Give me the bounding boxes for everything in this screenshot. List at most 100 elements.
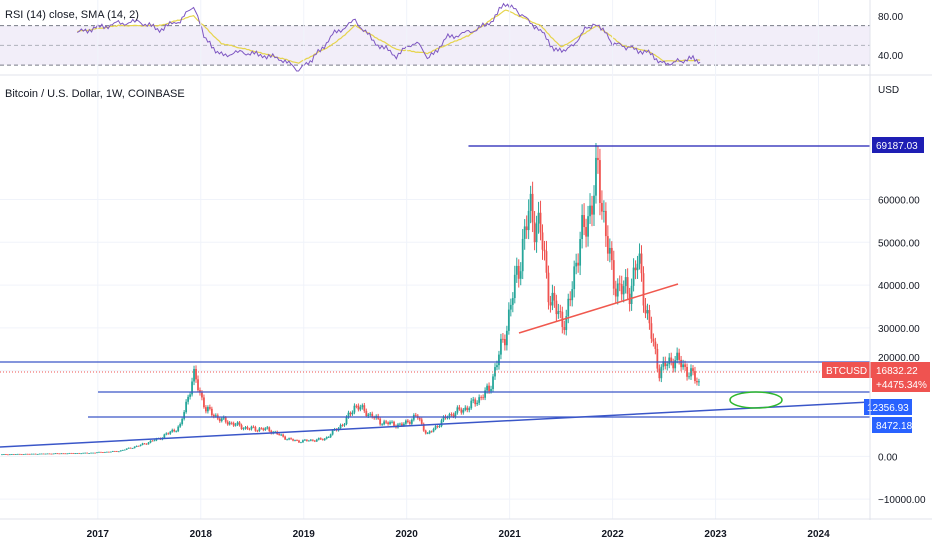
candle-body	[292, 439, 294, 441]
candle-body	[315, 439, 318, 442]
candle-body	[254, 427, 257, 431]
neckline-red[interactable]	[518, 283, 679, 334]
candle-body	[80, 453, 83, 455]
candle-body	[507, 309, 510, 331]
candle-body	[452, 414, 455, 417]
candle-body	[525, 226, 528, 231]
candle-body	[260, 428, 263, 430]
time-tick: 2021	[499, 529, 522, 540]
candle-body	[585, 227, 587, 237]
candle-body	[543, 249, 546, 252]
candle-body	[244, 427, 247, 429]
candle-body	[462, 409, 465, 413]
candle-body	[533, 222, 536, 243]
candle-body	[246, 427, 249, 429]
candle-body	[24, 453, 27, 455]
candle-body	[622, 286, 625, 295]
candle-body	[230, 422, 233, 424]
candle-body	[690, 368, 692, 377]
candle-body	[612, 260, 615, 289]
candle-body	[264, 428, 267, 430]
candle-body	[420, 419, 423, 424]
level-tag-12356[interactable]: 12356.93	[864, 399, 912, 415]
candle-body	[692, 368, 694, 372]
candle-body	[52, 453, 55, 455]
price-tick: 0.00	[878, 452, 898, 463]
candle-body	[559, 311, 562, 312]
grid-lines	[0, 0, 870, 519]
candle-body	[579, 238, 582, 266]
ath-tag[interactable]: 69187.03	[872, 137, 924, 153]
candle-body	[648, 310, 651, 324]
svg-text:12356.93: 12356.93	[867, 403, 909, 414]
candle-body	[38, 453, 41, 455]
candle-body	[40, 453, 43, 455]
candle-body	[86, 452, 89, 454]
candle-body	[614, 288, 617, 297]
candle-body	[502, 338, 504, 340]
candle-body	[537, 212, 540, 224]
candle-body	[106, 451, 108, 453]
candle-body	[90, 452, 92, 454]
candle-body	[498, 354, 500, 366]
candle-body	[385, 421, 387, 423]
candle-body	[418, 417, 421, 420]
candle-body	[494, 367, 496, 377]
candle-body	[199, 390, 201, 393]
candle-body	[434, 426, 437, 430]
rsi-tick-40: 40.00	[878, 51, 903, 62]
candle-body	[486, 385, 488, 391]
candle-body	[290, 438, 292, 440]
rsi-line	[76, 2, 701, 72]
candle-body	[8, 454, 11, 456]
candle-body	[163, 434, 166, 438]
candle-body	[414, 414, 417, 416]
candle-body	[553, 292, 556, 301]
candle-body	[698, 381, 700, 383]
candle-body	[577, 262, 580, 266]
candle-body	[393, 421, 395, 426]
currency-label: USD	[878, 85, 899, 96]
candle-body	[236, 422, 239, 425]
svg-text:69187.03: 69187.03	[876, 141, 918, 152]
target-ellipse[interactable]	[729, 391, 783, 409]
candle-body	[165, 433, 168, 435]
candle-body	[446, 417, 449, 419]
candle-body	[583, 215, 585, 228]
candle-body	[22, 454, 25, 455]
candle-body	[339, 425, 342, 429]
candle-body	[234, 424, 237, 426]
candle-body	[515, 265, 518, 275]
btcusd-tag[interactable]: BTCUSD	[822, 362, 872, 378]
candle-body	[466, 407, 469, 411]
candle-body	[527, 210, 530, 231]
candle-body	[684, 364, 686, 367]
candles	[1, 142, 700, 456]
candle-body	[280, 434, 283, 436]
candle-body	[74, 453, 77, 455]
last-price-tag[interactable]: 16832.22 +4475.34%	[872, 362, 930, 392]
candle-body	[636, 263, 639, 271]
candle-body	[620, 284, 623, 295]
time-tick: 2017	[87, 529, 110, 540]
time-tick: 2018	[190, 529, 213, 540]
candle-body	[626, 277, 629, 294]
candle-body	[42, 453, 45, 455]
candle-body	[10, 454, 13, 455]
candle-body	[32, 453, 35, 455]
candle-body	[458, 407, 461, 410]
trend-line[interactable]	[0, 401, 871, 448]
level-tag-8472[interactable]: 8472.18	[872, 417, 913, 433]
candle-body	[201, 392, 203, 398]
candle-body	[131, 448, 134, 449]
candle-body	[151, 440, 154, 442]
candle-body	[203, 397, 205, 408]
candle-body	[331, 430, 334, 435]
candle-body	[327, 437, 330, 438]
candle-body	[286, 439, 288, 441]
candle-body	[64, 453, 67, 455]
candle-body	[500, 338, 502, 355]
candle-body	[284, 436, 287, 440]
candle-body	[470, 400, 473, 409]
